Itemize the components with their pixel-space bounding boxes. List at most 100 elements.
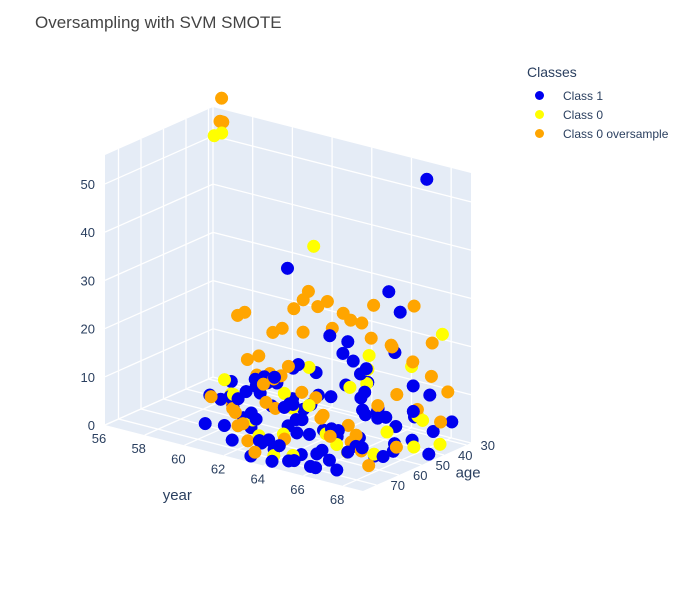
data-point-class-0-oversample <box>252 349 266 363</box>
data-point-class-0-oversample <box>275 321 289 335</box>
grid-z-back <box>212 328 472 396</box>
tick-label-z: 10 <box>81 370 95 385</box>
data-point-class-1 <box>198 417 212 431</box>
data-point-class-1 <box>336 346 350 360</box>
data-point-class-0-oversample <box>424 369 438 383</box>
data-point-class-1 <box>355 441 369 455</box>
data-point-class-1 <box>358 408 372 422</box>
data-point-class-0 <box>362 348 376 363</box>
tick-label-z: 50 <box>81 177 95 192</box>
grid-z-side <box>104 135 214 185</box>
grid-z-side <box>104 183 214 233</box>
tick-label-year: 66 <box>290 482 304 497</box>
data-point-class-1 <box>426 424 440 439</box>
data-point-class-1 <box>420 172 434 186</box>
data-point-class-0-oversample <box>385 340 399 354</box>
data-point-class-0-oversample <box>259 395 273 409</box>
data-point-class-0-oversample <box>316 408 330 422</box>
data-point-class-1 <box>406 379 420 393</box>
data-point-class-0-oversample <box>441 385 455 399</box>
data-point-class-0-oversample <box>228 405 242 419</box>
data-point-class-0-oversample <box>425 336 439 350</box>
data-point-class-0-oversample <box>301 284 315 298</box>
legend-marker-class-1 <box>535 91 544 100</box>
data-point-class-0 <box>307 239 321 253</box>
data-point-class-1 <box>330 463 344 477</box>
data-point-class-1 <box>371 411 385 425</box>
data-point-class-1 <box>346 354 360 368</box>
side-wall <box>105 107 213 425</box>
grid-z-back <box>212 135 472 203</box>
data-point-class-1 <box>376 449 390 464</box>
data-point-class-0 <box>343 380 357 394</box>
data-point-class-1 <box>359 362 373 376</box>
tick-label-year: 60 <box>171 451 185 466</box>
grid-z-back <box>212 231 472 299</box>
data-point-class-0-oversample <box>248 445 262 459</box>
data-point-class-1 <box>267 370 282 384</box>
grid-year-floor <box>342 437 452 487</box>
data-point-class-0-oversample <box>355 316 369 330</box>
tick-label-year: 62 <box>211 461 225 476</box>
data-point-class-1 <box>358 385 372 399</box>
grid-z-back <box>212 183 472 251</box>
data-point-class-1 <box>252 434 266 448</box>
legend-marker-class-0 <box>535 110 544 119</box>
data-point-class-0-oversample <box>389 440 403 454</box>
data-point-class-1 <box>315 443 329 457</box>
tick-label-z: 0 <box>88 418 95 433</box>
legend-item-class-0-oversample[interactable]: Class 0 oversample <box>527 124 668 143</box>
data-point-class-0-oversample <box>204 390 218 404</box>
legend-label-class-1: Class 1 <box>563 88 604 103</box>
data-point-class-1 <box>422 447 436 461</box>
tick-label-age: 40 <box>458 448 472 463</box>
data-point-class-0-oversample <box>256 377 270 391</box>
data-point-class-0 <box>277 386 291 400</box>
data-point-class-0-oversample <box>236 417 250 431</box>
tick-label-age: 60 <box>413 468 427 483</box>
data-point-class-0-oversample <box>281 359 295 373</box>
data-point-class-0 <box>217 373 232 387</box>
legend-title: Classes <box>527 64 577 80</box>
back-wall <box>213 107 471 443</box>
tick-label-z: 30 <box>81 273 95 288</box>
data-point-class-0-oversample <box>349 428 363 442</box>
data-point-class-1 <box>231 392 245 406</box>
axis-title-year: year <box>163 487 192 504</box>
data-point-class-0-oversample <box>240 352 254 367</box>
data-point-class-0 <box>416 413 430 427</box>
tick-labels: 56 58 60 62 64 66 68 30 40 50 60 70 0 10 20 30 40 50 year a… <box>81 177 495 507</box>
data-point-class-1 <box>272 439 286 453</box>
data-point-class-1 <box>322 453 336 467</box>
data-point-class-0-oversample <box>371 399 385 413</box>
tick-label-age: 70 <box>391 478 405 493</box>
tick-label-z: 20 <box>81 322 95 337</box>
data-point-class-1 <box>445 415 459 429</box>
legend-item-class-1[interactable]: Class 1 <box>527 86 668 105</box>
data-point-class-1 <box>341 445 355 459</box>
axis-title-age: age <box>456 464 481 481</box>
grid-z-side <box>104 376 214 426</box>
legend-item-class-0[interactable]: Class 0 <box>527 105 668 124</box>
data-point-class-1 <box>225 433 239 447</box>
data-point-class-0 <box>433 437 447 451</box>
data-point-class-0 <box>302 398 316 413</box>
data-point-class-1 <box>341 335 355 349</box>
data-point-class-1 <box>217 418 231 433</box>
data-point-class-0 <box>207 129 221 143</box>
data-point-class-1 <box>406 404 420 418</box>
data-point-class-0-oversample <box>407 299 421 313</box>
tick-label-year: 68 <box>330 492 344 507</box>
data-point-class-0-oversample <box>336 306 350 320</box>
data-point-class-0-oversample <box>295 385 309 399</box>
data-point-class-1 <box>323 329 337 343</box>
data-point-class-0-oversample <box>287 302 301 316</box>
grid-z-side <box>104 279 214 330</box>
data-point-class-1 <box>309 461 323 475</box>
data-point-class-1 <box>324 390 338 404</box>
data-point-class-0-oversample <box>241 434 255 448</box>
data-point-class-1 <box>244 406 258 420</box>
data-point-class-1 <box>286 397 300 411</box>
